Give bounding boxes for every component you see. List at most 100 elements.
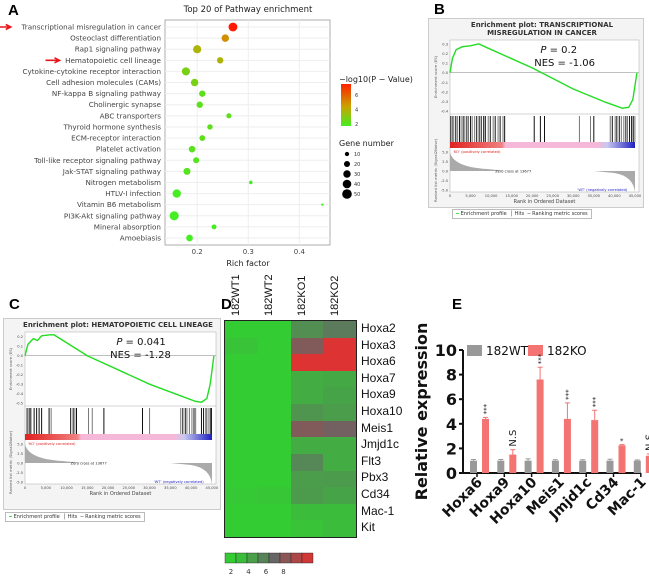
significance-label: *** — [483, 403, 491, 414]
size-legend-dot — [344, 151, 350, 157]
pathway-point — [196, 101, 203, 108]
pathway-label: Jak-STAT signaling pathway — [62, 167, 162, 176]
heatmap-cell — [323, 321, 356, 338]
metric-tick: -2.5 — [441, 179, 448, 183]
pathway-point — [181, 67, 191, 76]
heatmap-cell — [323, 520, 356, 537]
significance-label: *** — [592, 396, 600, 407]
pathway-point — [199, 135, 206, 141]
legend-swatch — [467, 345, 482, 356]
colorbar-segment — [290, 552, 303, 564]
positive-label: 'KO' (positively correlated) — [28, 442, 76, 446]
heatmap-cell — [290, 354, 324, 371]
panel-label-c: C — [9, 296, 20, 313]
pathway-point — [226, 113, 232, 119]
profile-swatch: ━ — [456, 211, 460, 217]
heatmap-row-label: Flt3 — [361, 453, 382, 468]
heatmap-cell — [257, 404, 291, 421]
pathway-label: Toll-like receptor signaling pathway — [33, 156, 162, 165]
heatmap-row-label: Pbx3 — [361, 470, 389, 485]
size-legend-title: Gene number — [339, 139, 395, 148]
pathway-label: ABC transporters — [100, 111, 162, 120]
pathway-label: Amoebiasis — [120, 234, 161, 243]
hits-swatch: │ — [509, 211, 513, 217]
negative-label: 'WT' (negatively correlated) — [577, 188, 628, 192]
heatmap-row-label: Mac-1 — [361, 503, 395, 518]
x-tick-label: 15,000 — [81, 486, 94, 490]
heatmap-cell — [225, 337, 258, 355]
colorbar-tick: 4 — [246, 568, 251, 576]
heatmap-cell — [257, 503, 291, 521]
heatmap-cell — [290, 337, 324, 355]
heatmap-cell — [225, 487, 258, 504]
significance-label: N.S — [508, 430, 519, 447]
panel-label-e: E — [452, 296, 463, 313]
metric-swatch: ━ — [527, 211, 531, 217]
heatmap-cell — [323, 354, 356, 371]
es-tick: 0.3 — [442, 42, 448, 46]
es-tick: -0.4 — [16, 392, 24, 396]
x-tick-label: 10,000 — [485, 194, 498, 198]
heatmap-row-label: Meis1 — [361, 420, 394, 435]
x-tick-label: 0.2 — [192, 248, 203, 256]
pathway-label: Transcriptional misregulation in cancer — [20, 23, 161, 32]
bar-182KO — [563, 418, 571, 473]
gsea-legend-c: ━ Enrichment profile │ Hits ━ Ranking me… — [5, 512, 145, 522]
es-axis-label: Enrichment score (ES) — [433, 55, 438, 98]
heatmap-cell — [323, 387, 356, 405]
x-tick-label: 40,000 — [185, 486, 198, 490]
hits-swatch: │ — [62, 514, 66, 520]
x-tick-label: 0.4 — [294, 248, 306, 256]
bar-182KO — [618, 445, 626, 473]
x-tick-label: 35,000 — [164, 486, 177, 490]
legend-hits: Hits — [67, 514, 78, 520]
metric-tick: 2.5 — [442, 160, 448, 164]
bar-182KO — [645, 455, 649, 473]
pathway-point — [199, 90, 206, 97]
size-legend-dot — [342, 189, 352, 199]
heatmap-cell — [257, 370, 291, 388]
legend-metric: Ranking metric scores — [532, 211, 588, 217]
heatmap-row-label: Hoxa3 — [361, 337, 396, 352]
y-tick-label: 8 — [446, 366, 457, 385]
panel-label-b: B — [434, 1, 445, 18]
heatmap-cell — [225, 470, 258, 488]
x-tick-label: 20,000 — [526, 194, 539, 198]
heatmap-row-label: Hoxa6 — [361, 354, 396, 369]
pathway-label: Osteoclast differentiation — [70, 34, 161, 43]
heatmap-row-label: Cd34 — [361, 487, 390, 501]
colorbar-segment — [268, 552, 281, 564]
zero-cross-label: Zero cross at 13677 — [495, 170, 531, 174]
pathway-label: Thyroid hormone synthesis — [62, 122, 161, 131]
pathway-point — [169, 211, 179, 221]
legend-profile: Enrichment profile — [13, 514, 60, 520]
y-tick-label: 2 — [446, 439, 457, 458]
plot-title: Enrichment plot: TRANSCRIPTIONAL — [471, 21, 614, 29]
nes-text: NES = -1.28 — [110, 350, 171, 361]
size-legend-dot — [343, 160, 351, 168]
plot-title: MISREGULATION IN CANCER — [487, 29, 597, 37]
legend-label: 182KO — [547, 344, 587, 358]
pathway-label: HTLV-I infection — [105, 189, 161, 198]
rank-color-band — [450, 142, 635, 148]
heatmap-cell — [257, 337, 291, 355]
pathway-point — [221, 34, 230, 42]
heatmap-cell — [225, 520, 258, 537]
metric-tick: -5.0 — [16, 481, 24, 485]
heatmap-cell — [323, 337, 356, 355]
y-tick-label: 0 — [446, 464, 457, 483]
gsea-plot-hematopoietic: Enrichment plot: HEMATOPOIETIC CELL LINE… — [3, 318, 221, 510]
heatmap-cell — [323, 453, 356, 471]
es-tick: -0.2 — [441, 90, 448, 94]
heatmap-cell — [290, 370, 324, 388]
pathway-point — [193, 45, 202, 54]
color-bar — [341, 84, 351, 126]
pathway-point — [190, 78, 199, 87]
p-value-text: P = 0.041 — [116, 337, 165, 348]
heatmap-cell — [257, 420, 291, 438]
es-tick: 0.1 — [442, 62, 448, 66]
heatmap-row-label: Hoxa2 — [361, 321, 396, 335]
size-tick: 50 — [354, 192, 360, 198]
